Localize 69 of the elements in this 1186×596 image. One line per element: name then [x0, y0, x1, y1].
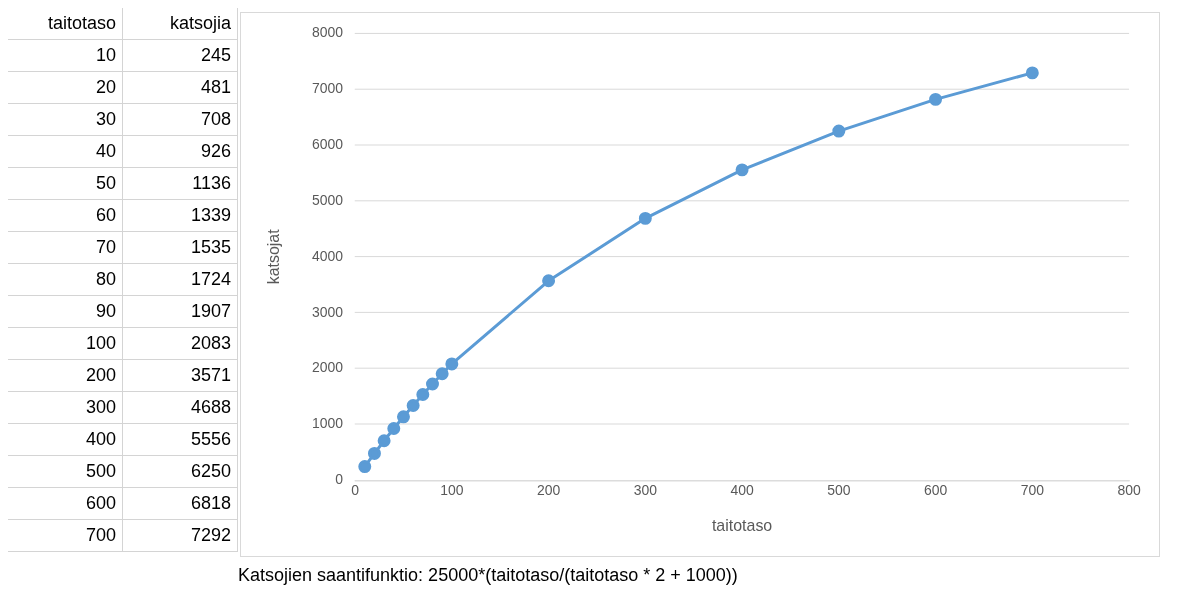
- point: [358, 460, 372, 474]
- y-tick-label: 8000: [312, 24, 344, 41]
- data-label: 1136: [122, 167, 238, 200]
- y-tick-label: 40: [8, 135, 123, 168]
- point: [426, 377, 439, 391]
- data-label: 245: [122, 39, 238, 72]
- data-label: 1339: [122, 199, 238, 232]
- y-tick-label: 7000: [312, 80, 344, 97]
- x-tick-label: 800: [1117, 482, 1141, 499]
- data-label: 6250: [122, 455, 238, 488]
- y-tick-label: 2000: [312, 359, 344, 376]
- point: [396, 410, 410, 424]
- y-tick-label: 30: [8, 103, 123, 136]
- y-tick-label: 80: [8, 263, 123, 296]
- point: [367, 446, 381, 460]
- x-tick-label: 600: [923, 482, 948, 499]
- y-tick-label: 90: [8, 295, 123, 328]
- y-tick-label: 700: [8, 519, 123, 552]
- text: Katsojien saantifunktio: 25000*(taitotaso/(taitotaso * 2 + 1000)): [238, 564, 738, 586]
- x-tick-label: 0: [351, 482, 360, 499]
- data-label: 4688: [122, 391, 238, 424]
- y-tick-label: 3000: [312, 303, 344, 320]
- data-label: 1724: [122, 263, 238, 296]
- y-tick-label: 5000: [312, 191, 344, 208]
- x-tick-label: 500: [827, 482, 851, 499]
- data-label: 1907: [122, 295, 238, 328]
- y-tick-label: 6000: [312, 135, 344, 152]
- data-label: 6818: [122, 487, 238, 520]
- y-tick-label: 20: [8, 71, 123, 104]
- point: [387, 422, 401, 436]
- y-tick-label: 50: [8, 167, 123, 200]
- x-tick-label: 100: [440, 482, 464, 499]
- point: [406, 398, 420, 412]
- y-tick-label: 300: [8, 391, 123, 424]
- y-axis-title: katsojat: [264, 228, 282, 285]
- y-tick-label: 200: [8, 359, 123, 392]
- y-tick-label: 70: [8, 231, 123, 264]
- x-tick-label: 700: [1020, 482, 1045, 499]
- y-tick-label: 60: [8, 199, 123, 232]
- point: [435, 367, 449, 381]
- data-label: 7292: [122, 519, 238, 552]
- x-tick-label: katsojia: [122, 8, 238, 40]
- y-tick-label: 4000: [312, 247, 344, 264]
- data-label: 1535: [122, 231, 238, 264]
- point: [929, 92, 943, 106]
- x-tick-label: 400: [730, 482, 754, 499]
- x-tick-label: 200: [536, 482, 561, 499]
- point: [1025, 66, 1039, 80]
- point: [377, 434, 391, 448]
- y-tick-label: 400: [8, 423, 123, 456]
- y-tick-label: 1000: [312, 415, 344, 432]
- data-label: 708: [122, 103, 238, 136]
- data-label: 5556: [122, 423, 238, 456]
- point: [832, 124, 846, 138]
- data-label: 926: [122, 135, 238, 168]
- x-tick-label: 300: [633, 482, 658, 499]
- point: [735, 163, 749, 177]
- data-label: 481: [122, 71, 238, 104]
- x-axis-title: taitotaso: [711, 516, 773, 534]
- y-tick-label: 10: [8, 39, 123, 72]
- y-tick-label: 100: [8, 327, 123, 360]
- data-label: 2083: [122, 327, 238, 360]
- point: [638, 211, 652, 225]
- point: [416, 388, 430, 401]
- y-tick-label: 0: [335, 471, 344, 488]
- data-label: 3571: [122, 359, 238, 392]
- y-axis-title: taitotaso: [8, 8, 123, 40]
- point: [445, 357, 459, 371]
- point: [542, 274, 556, 288]
